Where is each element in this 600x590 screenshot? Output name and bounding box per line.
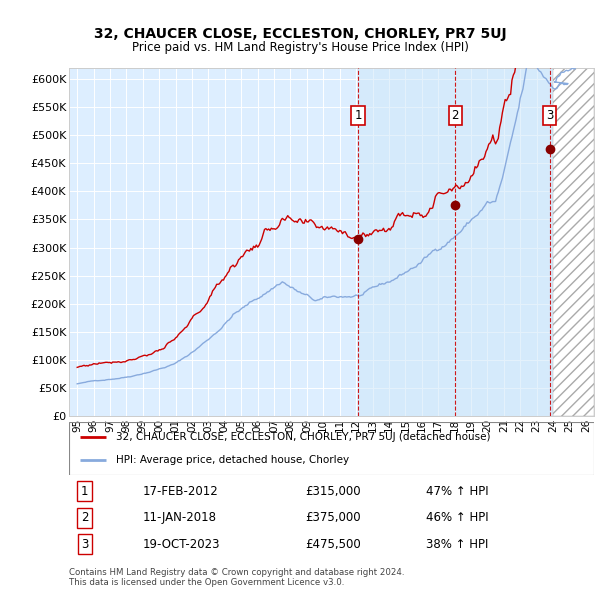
Text: 11-JAN-2018: 11-JAN-2018 (143, 511, 217, 525)
Text: 19-OCT-2023: 19-OCT-2023 (143, 537, 220, 551)
Text: 32, CHAUCER CLOSE, ECCLESTON, CHORLEY, PR7 5UJ: 32, CHAUCER CLOSE, ECCLESTON, CHORLEY, P… (94, 27, 506, 41)
Text: 1: 1 (355, 109, 362, 122)
Text: Price paid vs. HM Land Registry's House Price Index (HPI): Price paid vs. HM Land Registry's House … (131, 41, 469, 54)
Text: 46% ↑ HPI: 46% ↑ HPI (426, 511, 488, 525)
Text: £375,000: £375,000 (305, 511, 361, 525)
Text: £475,500: £475,500 (305, 537, 361, 551)
Text: £315,000: £315,000 (305, 484, 361, 498)
Text: 1: 1 (81, 484, 89, 498)
Bar (358, 68, 553, 416)
Text: 38% ↑ HPI: 38% ↑ HPI (426, 537, 488, 551)
Text: 3: 3 (546, 109, 553, 122)
Text: 17-FEB-2012: 17-FEB-2012 (143, 484, 218, 498)
Text: 3: 3 (81, 537, 88, 551)
Text: 32, CHAUCER CLOSE, ECCLESTON, CHORLEY, PR7 5UJ (detached house): 32, CHAUCER CLOSE, ECCLESTON, CHORLEY, P… (116, 432, 491, 442)
Text: 2: 2 (81, 511, 89, 525)
Text: HPI: Average price, detached house, Chorley: HPI: Average price, detached house, Chor… (116, 455, 349, 465)
Text: 47% ↑ HPI: 47% ↑ HPI (426, 484, 488, 498)
Text: 2: 2 (451, 109, 459, 122)
Text: Contains HM Land Registry data © Crown copyright and database right 2024.
This d: Contains HM Land Registry data © Crown c… (69, 568, 404, 587)
